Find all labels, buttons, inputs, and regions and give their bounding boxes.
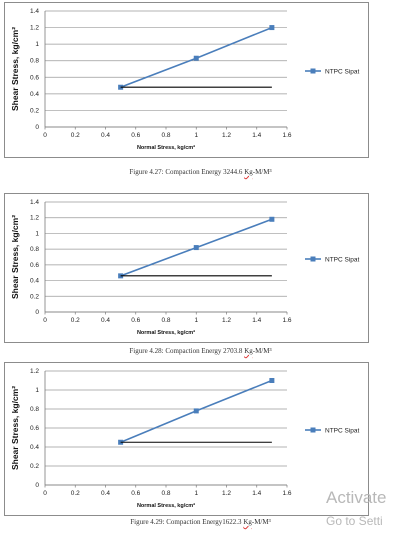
x-axis-title: Normal Stress, kg/cm² bbox=[137, 144, 195, 151]
x-tick-label: 1.2 bbox=[222, 490, 231, 497]
x-tick-label: 0.4 bbox=[101, 132, 110, 139]
x-tick-label: 1.6 bbox=[282, 490, 291, 497]
data-point bbox=[269, 216, 275, 222]
y-axis-title: Shear Stress, kg/cm² bbox=[10, 215, 20, 299]
caption-prefix: Figure 4.27: Compaction Energy 3244.6 bbox=[129, 168, 245, 176]
x-tick-label: 0.6 bbox=[131, 132, 140, 139]
x-tick-label: 0.4 bbox=[101, 490, 110, 497]
caption-kg: Kg bbox=[244, 168, 253, 176]
x-tick-label: 0.6 bbox=[131, 490, 140, 497]
x-tick-label: 1.2 bbox=[222, 317, 231, 324]
caption-kg: Kg bbox=[243, 518, 252, 526]
y-tick-label: 0.6 bbox=[30, 425, 39, 432]
y-tick-label: 1.4 bbox=[30, 199, 39, 206]
figure-caption-3: Figure 4.29: Compaction Energy1622.3 Kg-… bbox=[0, 518, 401, 526]
x-tick-label: 0 bbox=[43, 490, 47, 497]
y-tick-label: 0.2 bbox=[30, 463, 39, 470]
x-tick-label: 1.4 bbox=[252, 490, 261, 497]
x-tick-label: 1.6 bbox=[282, 317, 291, 324]
legend-marker bbox=[310, 256, 316, 262]
y-axis-title: Shear Stress, kg/cm² bbox=[10, 27, 20, 111]
y-tick-label: 0.6 bbox=[30, 74, 39, 81]
y-tick-label: 0 bbox=[35, 124, 39, 131]
figure-caption-1: Figure 4.27: Compaction Energy 3244.6 Kg… bbox=[0, 168, 401, 176]
x-tick-label: 1.4 bbox=[252, 317, 261, 324]
y-axis-title: Shear Stress, kg/cm² bbox=[10, 386, 20, 470]
x-tick-label: 0 bbox=[43, 132, 47, 139]
x-tick-label: 0.2 bbox=[71, 132, 80, 139]
x-tick-label: 0.4 bbox=[101, 317, 110, 324]
x-tick-label: 0.6 bbox=[131, 317, 140, 324]
x-tick-label: 0.2 bbox=[71, 490, 80, 497]
x-tick-label: 0.8 bbox=[161, 490, 170, 497]
chart-svg-1: 0 0.2 0.4 0.6 0.8 1 1.2 1.4 0 0.2 0.4 0.6 0.8 1 1.2 1.4… bbox=[10, 8, 360, 151]
caption-suffix: -M/M³ bbox=[252, 347, 272, 355]
x-tick-label: 1 bbox=[194, 490, 198, 497]
legend-label: NTPC Sipat bbox=[325, 427, 360, 434]
chart-svg-2: 0 0.2 0.4 0.6 0.8 1 1.2 1.4 0 0.2 0.4 0.6 0.8 1 1.2 1.4… bbox=[10, 199, 360, 336]
chart-panel-1: 0 0.2 0.4 0.6 0.8 1 1.2 1.4 0 0.2 0.4 0.6 0.8 1 1.2 1.4… bbox=[4, 2, 369, 158]
y-tick-label: 1.2 bbox=[30, 368, 39, 375]
caption-prefix: Figure 4.28: Compaction Energy 2703.8 bbox=[129, 347, 245, 355]
x-tick-label: 1.6 bbox=[282, 132, 291, 139]
y-tick-label: 0.8 bbox=[30, 58, 39, 65]
y-tick-label: 0.4 bbox=[30, 444, 39, 451]
legend-label: NTPC Sipat bbox=[325, 68, 360, 75]
y-tick-label: 1.2 bbox=[30, 25, 39, 32]
data-point bbox=[193, 245, 199, 251]
y-tick-label: 0.2 bbox=[30, 293, 39, 300]
y-tick-label: 1 bbox=[35, 41, 39, 48]
x-tick-label: 0.8 bbox=[161, 132, 170, 139]
figure-caption-2: Figure 4.28: Compaction Energy 2703.8 Kg… bbox=[0, 347, 401, 355]
y-tick-label: 0.4 bbox=[30, 278, 39, 285]
y-tick-label: 1.2 bbox=[30, 215, 39, 222]
x-tick-label: 0.2 bbox=[71, 317, 80, 324]
watermark-line-2: Go to Setti bbox=[326, 514, 383, 528]
legend-marker bbox=[310, 427, 316, 433]
x-tick-label: 1 bbox=[194, 317, 198, 324]
y-tick-label: 0.8 bbox=[30, 246, 39, 253]
legend-label: NTPC Sipat bbox=[325, 256, 360, 263]
x-axis-title: Normal Stress, kg/cm² bbox=[137, 329, 195, 336]
data-point bbox=[269, 25, 275, 31]
x-tick-label: 1.4 bbox=[252, 132, 261, 139]
y-tick-label: 1.4 bbox=[30, 8, 39, 15]
y-tick-label: 0 bbox=[35, 482, 39, 489]
data-point bbox=[193, 55, 199, 61]
caption-prefix: Figure 4.29: Compaction Energy1622.3 bbox=[130, 518, 244, 526]
watermark-line-1: Activate bbox=[326, 488, 387, 507]
y-tick-label: 0.6 bbox=[30, 262, 39, 269]
y-tick-label: 1 bbox=[35, 230, 39, 237]
legend-marker bbox=[310, 68, 316, 74]
caption-suffix: -M/M³ bbox=[251, 518, 271, 526]
y-tick-label: 1 bbox=[35, 387, 39, 394]
caption-suffix: -M/M³ bbox=[252, 168, 272, 176]
y-tick-label: 0.2 bbox=[30, 107, 39, 114]
chart-svg-3: 0 0.2 0.4 0.6 0.8 1 1.2 0 0.2 0.4 0.6 0.8 1 1.2 1.4 1.6… bbox=[10, 368, 360, 509]
x-tick-label: 0.8 bbox=[161, 317, 170, 324]
x-tick-label: 1 bbox=[194, 132, 198, 139]
y-tick-label: 0 bbox=[35, 309, 39, 316]
data-point bbox=[269, 378, 275, 383]
caption-kg: Kg bbox=[244, 347, 253, 355]
y-tick-label: 0.4 bbox=[30, 91, 39, 98]
y-tick-label: 0.8 bbox=[30, 406, 39, 413]
chart-panel-2: 0 0.2 0.4 0.6 0.8 1 1.2 1.4 0 0.2 0.4 0.6 0.8 1 1.2 1.4… bbox=[4, 193, 369, 343]
data-point bbox=[193, 408, 199, 414]
chart-panel-3: 0 0.2 0.4 0.6 0.8 1 1.2 0 0.2 0.4 0.6 0.8 1 1.2 1.4 1.6… bbox=[4, 362, 369, 516]
x-tick-label: 0 bbox=[43, 317, 47, 324]
x-tick-label: 1.2 bbox=[222, 132, 231, 139]
x-axis-title: Normal Stress, kg/cm² bbox=[137, 502, 195, 509]
